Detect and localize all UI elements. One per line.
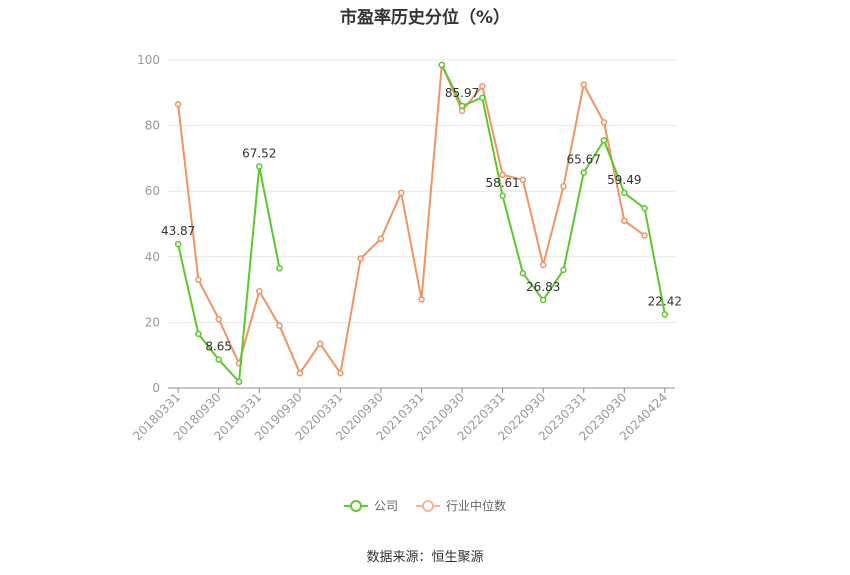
data-label: 58.61 — [485, 176, 519, 190]
y-tick-label: 40 — [145, 250, 160, 264]
point-industry-median — [316, 340, 324, 347]
point-industry-median — [621, 217, 628, 224]
point-industry-median — [580, 81, 587, 88]
point-industry-median — [479, 82, 486, 90]
chart-title: 市盈率历史分位（%） — [339, 8, 511, 28]
point-industry-median — [519, 176, 527, 183]
point-industry-median — [256, 287, 263, 295]
legend-item-company[interactable]: 公司 — [343, 497, 398, 514]
legend: 公司 行业中位数 — [0, 497, 850, 514]
point-company — [195, 330, 202, 338]
legend-label-industry-median: 行业中位数 — [446, 499, 507, 513]
point-industry-median — [539, 261, 547, 269]
point-industry-median — [195, 276, 202, 284]
y-tick-label: 60 — [145, 184, 160, 198]
data-label: 26.83 — [526, 280, 560, 294]
point-company — [539, 296, 547, 304]
line-chart: 0204060801002018033120180930201903312019… — [130, 53, 682, 443]
point-company — [580, 169, 587, 176]
data-label: 43.87 — [161, 224, 195, 238]
point-company — [215, 356, 222, 363]
point-industry-median — [296, 369, 304, 377]
point-company — [256, 163, 263, 170]
legend-swatch-industry-median — [416, 499, 440, 512]
point-industry-median — [357, 255, 364, 262]
data-label: 22.42 — [648, 294, 682, 308]
point-company — [661, 311, 669, 318]
point-company — [519, 269, 527, 277]
data-label: 8.65 — [205, 340, 232, 354]
y-tick-label: 0 — [152, 381, 160, 395]
point-industry-median — [397, 189, 405, 197]
point-industry-median — [418, 296, 425, 303]
point-company — [479, 94, 486, 101]
point-company — [621, 189, 628, 197]
legend-item-industry-median[interactable]: 行业中位数 — [416, 497, 506, 514]
legend-swatch-company — [343, 499, 368, 512]
point-industry-median — [600, 119, 608, 126]
point-industry-median — [377, 235, 385, 243]
data-label: 65.67 — [567, 153, 601, 167]
point-industry-median — [560, 183, 567, 190]
point-industry-median — [276, 322, 283, 329]
point-company — [235, 378, 243, 386]
point-industry-median — [499, 171, 506, 179]
y-tick-label: 20 — [145, 315, 160, 329]
point-industry-median — [215, 315, 222, 323]
data-label: 85.97 — [445, 86, 479, 100]
y-tick-label: 80 — [145, 119, 160, 133]
point-company — [438, 61, 446, 69]
y-tick-label: 100 — [137, 53, 160, 67]
point-company — [560, 266, 567, 274]
source-note: 数据来源：恒生聚源 — [366, 550, 484, 565]
point-company — [458, 102, 466, 110]
point-company — [174, 240, 182, 248]
series-line-industry-median — [177, 63, 646, 375]
series-line-company — [177, 64, 666, 383]
point-industry-median — [174, 101, 182, 108]
point-company — [276, 265, 283, 272]
point-company — [600, 137, 608, 144]
legend-label-company: 公司 — [373, 499, 398, 513]
data-label: 67.52 — [242, 147, 276, 161]
point-industry-median — [641, 232, 648, 239]
point-industry-median — [337, 369, 344, 377]
data-label: 59.49 — [607, 173, 641, 187]
point-company — [641, 205, 648, 212]
point-company — [499, 192, 506, 200]
